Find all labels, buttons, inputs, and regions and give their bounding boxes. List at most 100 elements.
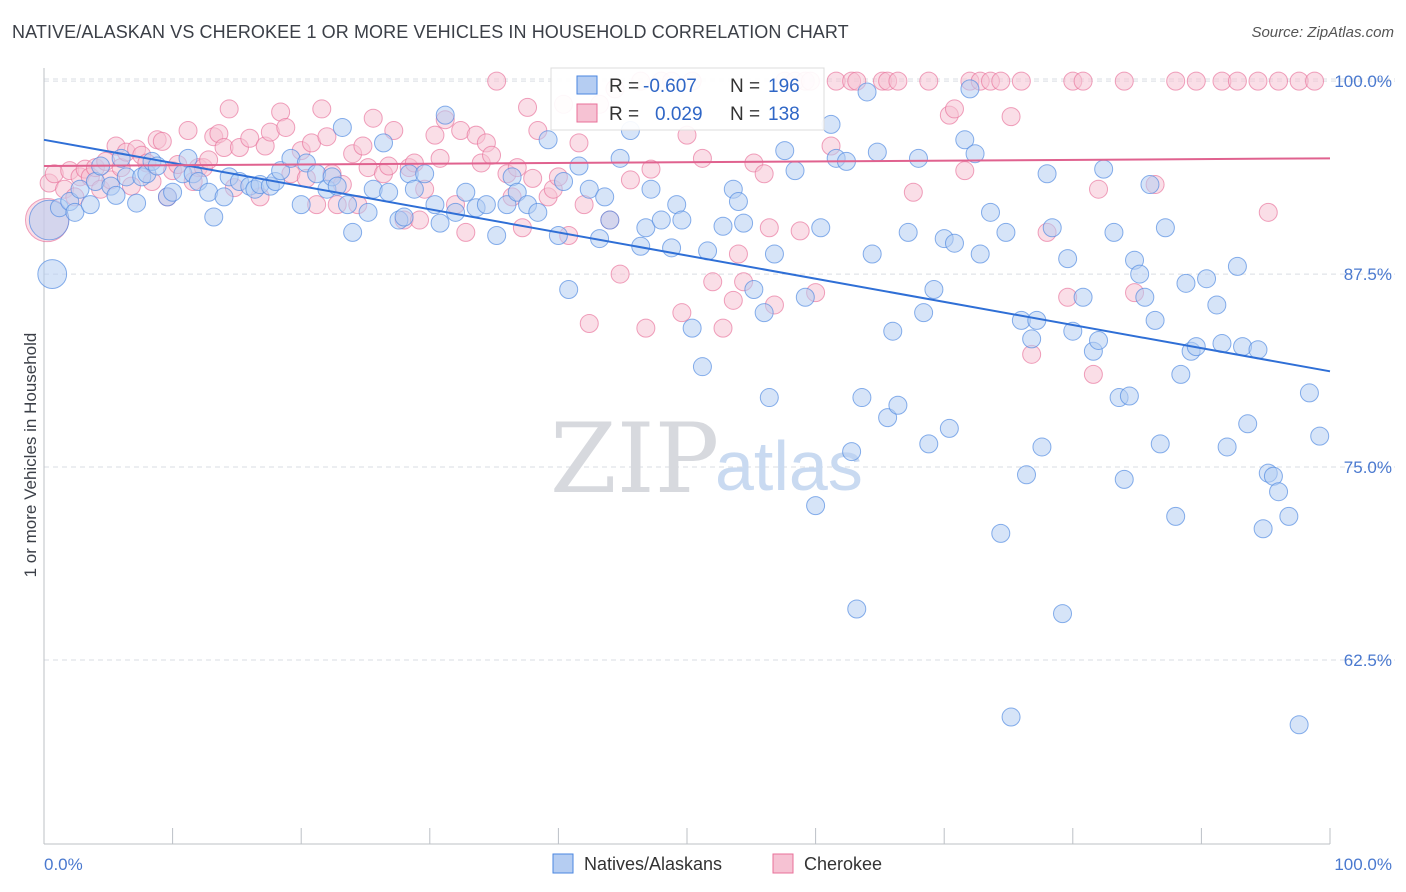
natives-point (1227, 256, 1247, 276)
natives-point (1171, 364, 1191, 384)
natives-point (888, 395, 908, 415)
natives-point (1269, 482, 1289, 502)
natives-point (672, 210, 692, 230)
natives-point (1140, 175, 1160, 195)
natives-point (734, 213, 754, 233)
natives-point (358, 202, 378, 222)
cherokee-trend-line (43, 157, 1331, 168)
cherokee-point (1248, 71, 1268, 91)
natives-point (754, 303, 774, 323)
natives-point (476, 195, 496, 215)
natives-point (924, 280, 944, 300)
natives-point (363, 179, 383, 199)
natives-point (965, 144, 985, 164)
natives-point (1248, 340, 1268, 360)
natives-point (394, 207, 414, 227)
cherokee-point (955, 161, 975, 181)
natives-point (70, 179, 90, 199)
natives-point (456, 182, 476, 202)
natives-point (955, 130, 975, 150)
natives-point (1042, 218, 1062, 238)
natives-point (1037, 164, 1057, 184)
natives-point (1176, 273, 1196, 293)
legend-n-value-1: 196 (768, 76, 800, 97)
natives-point (374, 133, 394, 153)
natives-point (636, 218, 656, 238)
natives-point (1197, 269, 1217, 289)
y-axis-label: 1 or more Vehicles in Household (21, 333, 40, 578)
natives-point (759, 388, 779, 408)
natives-point (692, 357, 712, 377)
natives-point (332, 117, 352, 137)
natives-point (939, 418, 959, 438)
cherokee-point (903, 182, 923, 202)
natives-point (507, 182, 527, 202)
natives-point (785, 161, 805, 181)
natives-point (379, 182, 399, 202)
natives-point (1104, 222, 1124, 242)
cherokee-point (44, 164, 64, 184)
natives-point (1217, 437, 1237, 457)
natives-point (554, 171, 574, 191)
natives-point (728, 192, 748, 212)
cherokee-point (456, 222, 476, 242)
natives-point (1022, 329, 1042, 349)
natives-point (337, 195, 357, 215)
cherokee-point (240, 128, 260, 148)
natives-point (1032, 437, 1052, 457)
chart-title: NATIVE/ALASKAN VS CHEROKEE 1 OR MORE VEH… (12, 22, 849, 42)
natives-point (1089, 330, 1109, 350)
cherokee-point (919, 71, 939, 91)
natives-point (1058, 249, 1078, 269)
cherokee-point (703, 272, 723, 292)
natives-point (898, 222, 918, 242)
natives-point (1155, 218, 1175, 238)
y-tick-label: 62.5% (1344, 651, 1392, 670)
cherokee-point (1083, 364, 1103, 384)
cherokee-point (888, 71, 908, 91)
natives-point (651, 210, 671, 230)
natives-point (1119, 386, 1139, 406)
grid (44, 78, 1395, 661)
cherokee-point (754, 164, 774, 184)
cherokee-point (276, 117, 296, 137)
natives-point (1207, 295, 1227, 315)
natives-point (1053, 604, 1073, 624)
cherokee-point (1166, 71, 1186, 91)
trend-lines (43, 138, 1331, 373)
y-tick-label: 75.0% (1344, 458, 1392, 477)
natives-point (106, 185, 126, 205)
natives-point (744, 280, 764, 300)
natives-point (559, 280, 579, 300)
natives-point (1150, 434, 1170, 454)
cherokee-point (353, 136, 373, 156)
natives-point (291, 195, 311, 215)
cherokee-point (1073, 71, 1093, 91)
natives-point (1135, 287, 1155, 307)
natives-point (37, 259, 68, 289)
natives-point (811, 218, 831, 238)
natives-point (538, 130, 558, 150)
natives-point (415, 164, 435, 184)
cherokee-point (523, 168, 543, 188)
natives-point (595, 187, 615, 207)
natives-point (970, 244, 990, 264)
y-tick-labels: 62.5% 75.0% 87.5% 100.0% (1334, 72, 1392, 670)
natives-point (569, 156, 589, 176)
natives-point (944, 233, 964, 253)
natives-point (430, 213, 450, 233)
cherokee-point (1269, 71, 1289, 91)
natives-point (80, 195, 100, 215)
natives-point (579, 179, 599, 199)
axes (43, 68, 1331, 845)
natives-point (883, 321, 903, 341)
cherokee-point (636, 318, 656, 338)
natives-point (641, 179, 661, 199)
natives-point (271, 161, 291, 181)
natives-point (842, 442, 862, 462)
natives-point (214, 187, 234, 207)
natives-point (1001, 707, 1021, 727)
natives-point (914, 303, 934, 323)
cherokee-point (1114, 71, 1134, 91)
